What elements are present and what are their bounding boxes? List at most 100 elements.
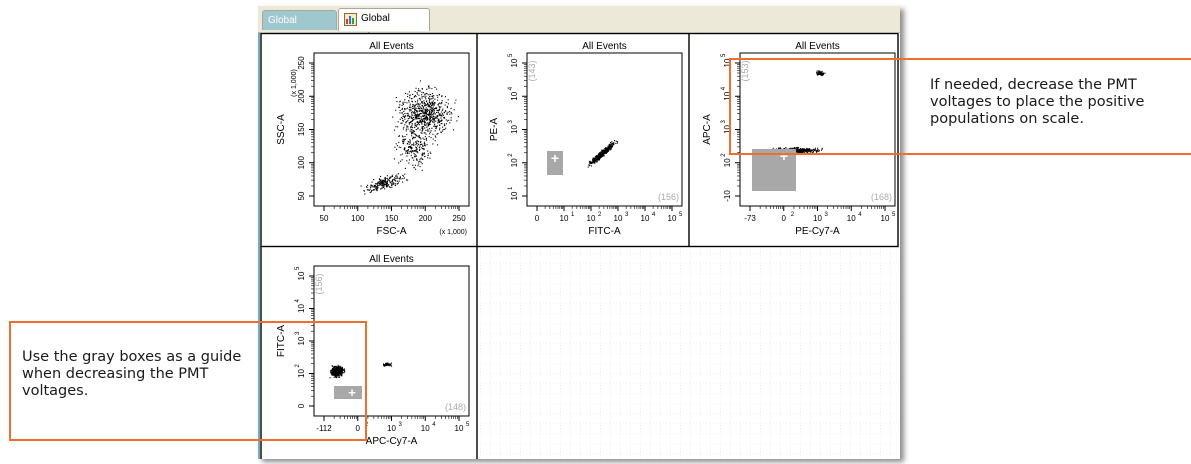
event-dot	[386, 182, 388, 184]
event-dot	[411, 101, 414, 103]
event-dot	[340, 367, 342, 369]
y-tick-exponent: 2	[295, 364, 301, 368]
event-dot	[406, 155, 408, 157]
x-tick-label: 200	[419, 214, 433, 223]
event-dot	[419, 110, 421, 112]
event-dot	[429, 93, 432, 96]
event-dot	[598, 153, 600, 155]
event-dot	[427, 118, 429, 120]
event-dot	[429, 103, 431, 105]
event-dot	[419, 99, 422, 101]
event-dot	[384, 178, 386, 181]
event-dot	[375, 186, 377, 188]
event-dot	[384, 181, 386, 183]
event-dot	[822, 72, 824, 74]
event-dot	[418, 108, 420, 110]
y-axis-label: PE-A	[489, 118, 500, 142]
event-dot	[432, 98, 434, 100]
y-tick-exponent: 3	[721, 120, 727, 124]
event-dot	[434, 113, 436, 115]
event-dot	[426, 100, 428, 102]
event-dot	[819, 72, 821, 74]
event-dot	[409, 105, 411, 107]
event-dot	[396, 145, 398, 147]
event-dot	[437, 132, 439, 135]
event-dot	[411, 147, 413, 149]
event-dot	[417, 165, 419, 167]
event-dot	[445, 110, 447, 112]
event-dot	[610, 147, 612, 149]
event-dot	[412, 164, 414, 166]
event-dot	[384, 176, 386, 178]
event-dot	[402, 128, 404, 130]
event-dot	[429, 115, 431, 117]
event-dot	[803, 151, 805, 153]
event-dot	[415, 115, 417, 118]
event-dot	[414, 123, 416, 125]
event-dot	[428, 124, 430, 126]
event-dot	[430, 137, 432, 139]
tab-global-sheet1[interactable]: Global Sheet1	[262, 10, 337, 45]
event-dot	[821, 147, 823, 149]
event-dot	[609, 146, 611, 148]
event-dot	[404, 124, 406, 126]
event-dot	[437, 104, 439, 106]
event-dot	[421, 91, 423, 93]
event-dot	[424, 94, 426, 96]
event-dot	[424, 155, 426, 158]
event-dots	[329, 362, 393, 379]
event-dot	[429, 116, 431, 119]
event-dot	[337, 374, 339, 376]
event-dot	[410, 146, 413, 148]
event-dot	[423, 152, 425, 154]
event-count-top: (156)	[314, 273, 324, 294]
event-dot	[806, 151, 809, 153]
event-dot	[412, 132, 414, 134]
event-dot	[415, 107, 417, 109]
event-dot	[410, 131, 412, 133]
y-tick-label: 200	[297, 89, 306, 103]
event-dot	[588, 164, 590, 166]
x-axis-label: APC-Cy7-A	[366, 436, 418, 447]
event-dot	[422, 128, 424, 130]
event-dot	[331, 373, 333, 375]
event-dot	[414, 104, 416, 106]
event-dot	[414, 117, 416, 119]
event-dot	[590, 162, 592, 164]
event-dot	[808, 148, 810, 150]
event-dot	[431, 108, 433, 110]
event-dot	[417, 120, 419, 122]
event-dot	[418, 104, 420, 106]
event-dot	[329, 377, 331, 379]
event-dot	[428, 135, 430, 138]
event-dot	[422, 106, 424, 109]
event-dot	[421, 132, 423, 134]
event-dot	[410, 129, 412, 131]
event-dot	[424, 113, 426, 115]
event-dot	[429, 122, 431, 124]
event-dot	[606, 151, 608, 153]
event-dot	[424, 105, 426, 107]
gate-box	[334, 386, 362, 399]
event-dot	[616, 141, 618, 143]
y-tick-label: 10	[297, 271, 306, 280]
tab-global-sheet2[interactable]: Global Sheet2	[338, 8, 430, 43]
event-dot	[612, 144, 615, 146]
event-dot	[429, 114, 431, 116]
event-dot	[340, 371, 342, 373]
event-dot	[399, 112, 401, 114]
event-dot	[378, 184, 380, 186]
event-dot	[440, 103, 442, 105]
event-dot	[428, 130, 430, 132]
event-dot	[414, 109, 416, 111]
event-dot	[372, 186, 374, 188]
event-dot	[817, 150, 819, 152]
event-dot	[423, 95, 425, 97]
event-dot	[387, 364, 389, 367]
event-dot	[331, 365, 333, 367]
event-dot	[422, 126, 425, 128]
event-dot	[443, 123, 445, 125]
event-dot	[587, 166, 589, 168]
event-dot	[409, 103, 411, 105]
